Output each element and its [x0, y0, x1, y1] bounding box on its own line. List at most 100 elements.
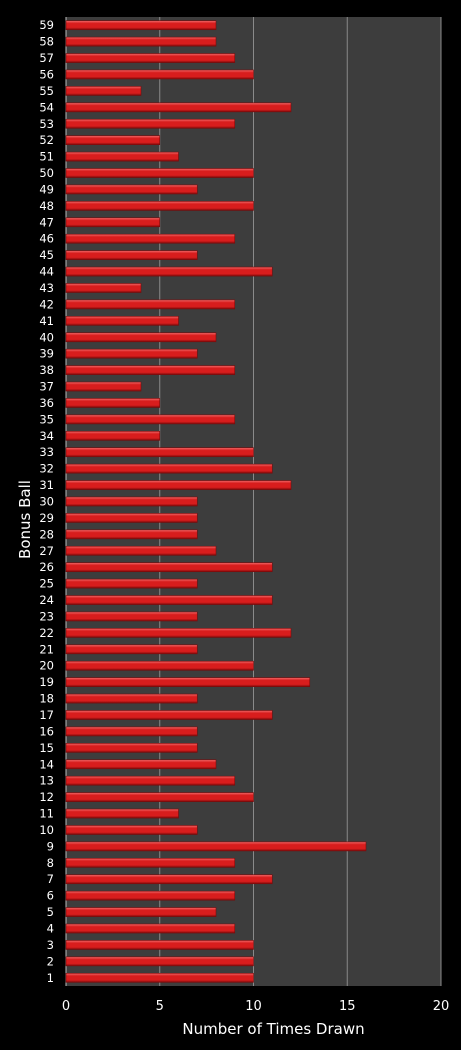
- y-tick-label-21: 21: [39, 642, 54, 656]
- y-axis-title: Bonus Ball: [16, 480, 34, 559]
- bar-13: [65, 775, 236, 786]
- bar-10: [65, 825, 198, 835]
- y-tick-label-54: 54: [39, 100, 54, 114]
- y-tick-label-18: 18: [39, 692, 54, 706]
- x-tick-label: 15: [339, 999, 356, 1014]
- bar-48: [65, 201, 254, 211]
- y-tick-label-4: 4: [47, 922, 54, 936]
- y-tick-label-22: 22: [39, 626, 54, 640]
- bar-3: [65, 940, 254, 950]
- bar-8: [65, 858, 236, 868]
- bar-35: [65, 414, 236, 425]
- bar-49: [65, 184, 198, 195]
- bar-40: [65, 332, 217, 343]
- y-tick-label-25: 25: [39, 577, 54, 591]
- y-tick-label-34: 34: [39, 429, 54, 443]
- y-tick-label-8: 8: [47, 856, 54, 870]
- bar-19: [65, 677, 311, 687]
- bar-16: [65, 726, 198, 737]
- bar-30: [65, 496, 198, 507]
- y-tick-label-14: 14: [39, 757, 54, 771]
- bar-51: [65, 151, 179, 162]
- bar-41: [65, 316, 179, 326]
- bar-9: [65, 841, 367, 852]
- x-tick-label: 20: [433, 999, 450, 1014]
- grid-lines: [65, 17, 442, 986]
- y-tick-label-57: 57: [39, 51, 54, 65]
- bar-34: [65, 430, 161, 441]
- x-axis-title: Number of Times Drawn: [182, 1020, 364, 1038]
- bar-54: [65, 102, 292, 113]
- bar-37: [65, 381, 142, 392]
- y-tick-label-36: 36: [39, 396, 54, 410]
- bar-17: [65, 710, 273, 720]
- bar-31: [65, 480, 292, 490]
- y-tick-label-41: 41: [39, 314, 54, 328]
- bar-11: [65, 808, 179, 819]
- y-tick-label-5: 5: [47, 905, 54, 919]
- y-tick-label-52: 52: [39, 133, 54, 147]
- bar-24: [65, 595, 273, 605]
- bar-7: [65, 874, 273, 885]
- x-tick-label: 5: [156, 999, 164, 1014]
- y-tick-label-42: 42: [39, 297, 54, 311]
- bar-15: [65, 743, 198, 753]
- y-tick-label-47: 47: [39, 215, 54, 229]
- y-tick-label-6: 6: [47, 889, 54, 903]
- y-tick-label-43: 43: [39, 281, 54, 295]
- bar-21: [65, 644, 198, 655]
- bar-58: [65, 36, 217, 47]
- bar-32: [65, 463, 273, 474]
- y-tick-label-28: 28: [39, 527, 54, 541]
- y-tick-label-29: 29: [39, 511, 54, 525]
- bar-45: [65, 250, 198, 260]
- bar-39: [65, 348, 198, 359]
- bar-36: [65, 398, 161, 408]
- y-tick-label-40: 40: [39, 330, 54, 344]
- x-tick-labels: 0 5 10 15 20: [62, 999, 449, 1014]
- y-tick-label-44: 44: [39, 265, 54, 279]
- y-tick-label-1: 1: [47, 971, 54, 985]
- y-tick-label-12: 12: [39, 790, 54, 804]
- bar-52: [65, 135, 161, 145]
- bar-46: [65, 233, 236, 244]
- y-tick-label-38: 38: [39, 363, 54, 377]
- bar-56: [65, 69, 254, 80]
- y-tick-label-2: 2: [47, 954, 54, 968]
- y-tick-label-9: 9: [47, 839, 54, 853]
- y-tick-label-55: 55: [39, 84, 54, 98]
- y-tick-label-33: 33: [39, 445, 54, 459]
- bars: [65, 20, 367, 983]
- bar-57: [65, 53, 236, 63]
- bar-20: [65, 660, 254, 671]
- bar-4: [65, 923, 236, 934]
- bar-38: [65, 365, 236, 375]
- y-tick-label-59: 59: [39, 18, 54, 32]
- y-tick-label-53: 53: [39, 117, 54, 131]
- bar-6: [65, 890, 236, 901]
- bar-23: [65, 611, 198, 622]
- bar-5: [65, 907, 217, 917]
- y-tick-label-3: 3: [47, 938, 54, 952]
- y-tick-label-49: 49: [39, 182, 54, 196]
- y-tick-label-37: 37: [39, 380, 54, 394]
- y-tick-label-27: 27: [39, 544, 54, 558]
- y-tick-label-17: 17: [39, 708, 54, 722]
- y-tick-label-10: 10: [39, 823, 54, 837]
- y-tick-label-16: 16: [39, 724, 54, 738]
- y-tick-label-51: 51: [39, 150, 54, 164]
- y-tick-label-7: 7: [47, 872, 54, 886]
- y-tick-label-19: 19: [39, 675, 54, 689]
- y-tick-label-15: 15: [39, 741, 54, 755]
- bar-22: [65, 628, 292, 638]
- bar-27: [65, 545, 217, 556]
- bar-1: [65, 972, 254, 983]
- bar-55: [65, 86, 142, 96]
- bar-33: [65, 447, 254, 458]
- bar-18: [65, 693, 198, 704]
- bar-29: [65, 513, 198, 523]
- y-tick-label-23: 23: [39, 609, 54, 623]
- y-tick-label-46: 46: [39, 232, 54, 246]
- bar-26: [65, 562, 273, 573]
